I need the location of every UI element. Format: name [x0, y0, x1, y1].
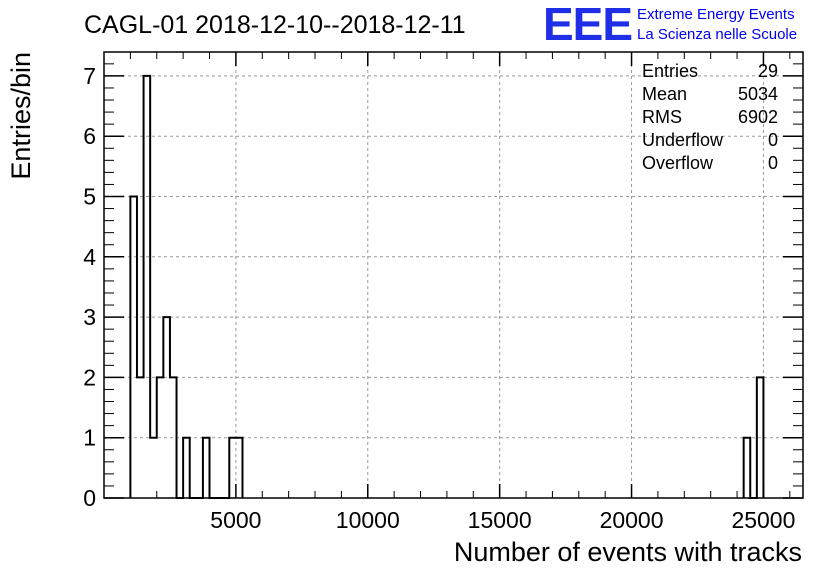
plot-frame — [103, 51, 804, 499]
logo-line-1: Extreme Energy Events — [637, 6, 795, 23]
y-tick-label: 1 — [83, 425, 96, 451]
y-tick-label: 7 — [83, 63, 96, 89]
y-axis-label: Entries/bin — [6, 52, 36, 180]
y-tick-label: 2 — [83, 364, 96, 390]
stats-label: Entries — [642, 61, 698, 81]
x-axis-label: Number of events with tracks — [454, 537, 802, 567]
histogram-bin — [150, 438, 157, 498]
logo-mark: EEE — [543, 0, 632, 50]
stats-label: RMS — [642, 107, 682, 127]
stats-box: Entries 29 Mean 5034 RMS 6902 Underflow 0 Overfl… — [642, 61, 778, 173]
chart-title: CAGL-01 2018-12-10--2018-12-11 — [84, 11, 466, 39]
y-tick-label: 6 — [83, 123, 96, 149]
stats-label: Underflow — [642, 130, 724, 150]
y-tick-label: 0 — [83, 485, 96, 511]
y-tick-label: 4 — [83, 244, 96, 270]
x-tick-label: 20000 — [600, 507, 664, 533]
x-tick-label: 15000 — [468, 507, 532, 533]
y-tick-label: 3 — [83, 304, 96, 330]
stats-label: Overflow — [642, 153, 714, 173]
x-tick-label: 25000 — [731, 507, 795, 533]
x-tick-label: 5000 — [210, 507, 261, 533]
stats-value: 0 — [768, 153, 778, 173]
eee-logo: EEE Extreme Energy Events La Scienza nel… — [543, 0, 797, 50]
stats-value: 0 — [768, 130, 778, 150]
stats-value: 29 — [758, 61, 778, 81]
stats-label: Mean — [642, 84, 687, 104]
axis-ticks — [104, 52, 803, 499]
x-tick-label: 10000 — [336, 507, 400, 533]
grid-lines — [104, 52, 803, 498]
stats-value: 6902 — [738, 107, 778, 127]
y-tick-label: 5 — [83, 184, 96, 210]
stats-value: 5034 — [738, 84, 778, 104]
logo-line-2: La Scienza nelle Scuole — [637, 26, 797, 43]
y-tick-labels: 0 1 2 3 4 5 6 7 — [83, 63, 96, 511]
x-tick-labels: 5000 10000 15000 20000 25000 — [210, 507, 795, 533]
histogram-outline — [129, 74, 765, 499]
